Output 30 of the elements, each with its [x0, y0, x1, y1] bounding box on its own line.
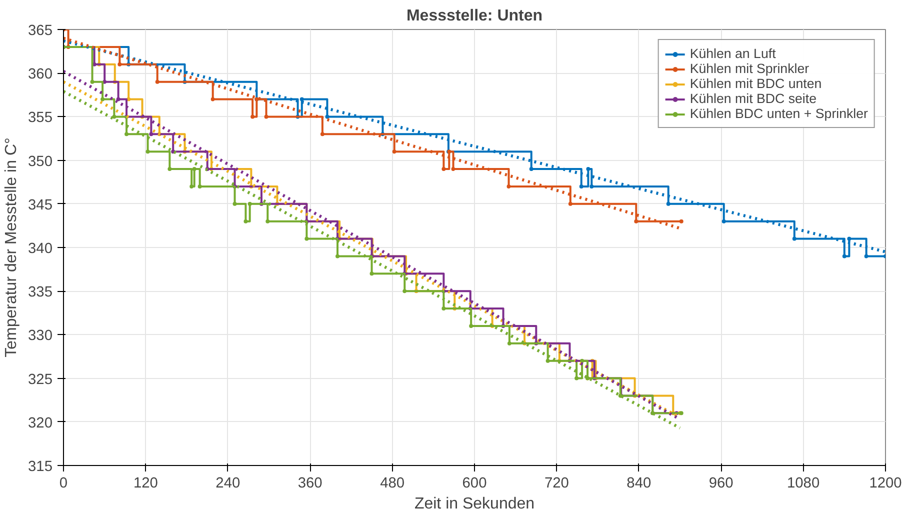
legend-label: Kühlen BDC unten + Sprinkler	[690, 106, 868, 121]
y-tick-label: 355	[28, 110, 53, 126]
legend-label: Kühlen an Luft	[690, 46, 776, 61]
x-tick-label: 0	[59, 476, 68, 492]
x-tick-label: 360	[298, 476, 322, 492]
x-tick-label: 600	[462, 476, 487, 492]
x-tick-label: 1080	[787, 476, 820, 492]
x-tick-label: 240	[216, 476, 240, 492]
y-tick-label: 365	[28, 23, 53, 39]
y-tick-label: 320	[28, 415, 53, 432]
x-tick-label: 840	[626, 476, 652, 492]
y-tick-label: 345	[28, 197, 53, 214]
legend-label: Kühlen mit BDC seite	[690, 91, 816, 106]
x-tick-label: 480	[380, 476, 405, 492]
x-tick-label: 120	[133, 476, 158, 492]
chart-title: Messstelle: Unten	[406, 8, 543, 24]
x-tick-label: 720	[544, 476, 569, 492]
y-tick-label: 350	[28, 154, 53, 170]
legend-label: Kühlen mit Sprinkler	[690, 61, 810, 76]
y-tick-label: 360	[28, 66, 53, 83]
y-tick-label: 335	[28, 284, 53, 301]
y-tick-label: 330	[28, 328, 53, 344]
x-axis-title: Zeit in Sekunden	[414, 496, 535, 512]
x-tick-label: 960	[708, 476, 734, 492]
legend-label: Kühlen mit BDC unten	[690, 76, 822, 91]
y-tick-label: 340	[28, 241, 53, 257]
x-tick-label: 1200	[869, 476, 902, 492]
y-tick-label: 315	[28, 459, 53, 475]
y-tick-label: 325	[28, 372, 53, 388]
y-axis-title: Temperatur der Messtelle in C°	[3, 138, 20, 358]
